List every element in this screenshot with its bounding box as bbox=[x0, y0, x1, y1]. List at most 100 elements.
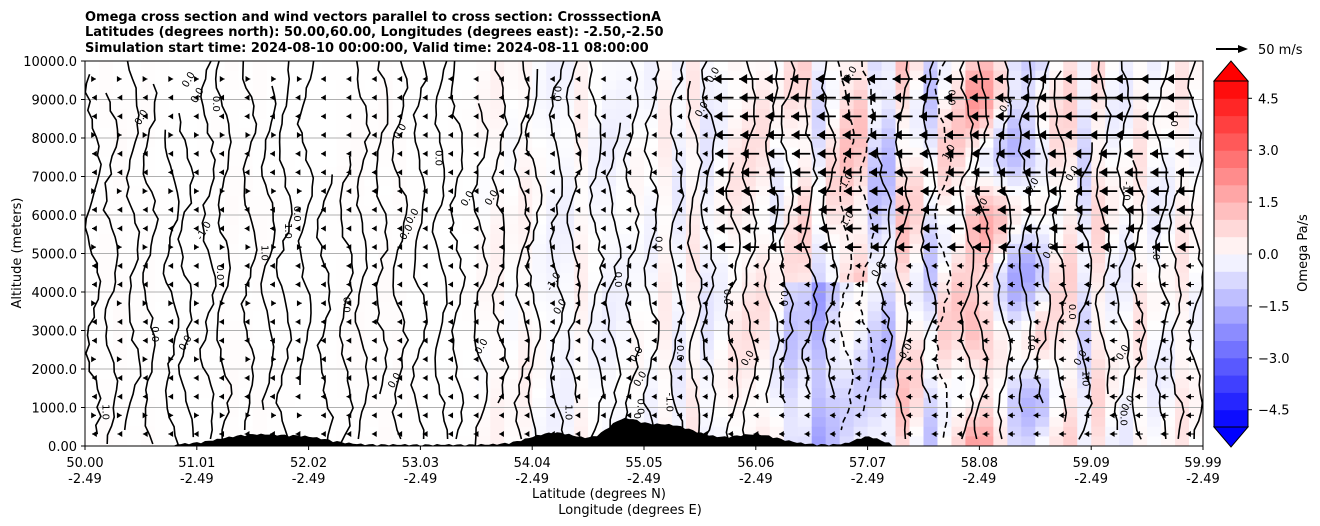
wind-vector-head bbox=[550, 412, 555, 419]
field-cell bbox=[853, 89, 869, 101]
field-cell bbox=[1147, 282, 1162, 293]
field-cell bbox=[252, 330, 268, 341]
field-cell bbox=[448, 61, 463, 72]
field-cell bbox=[378, 61, 394, 72]
field-cell bbox=[322, 166, 338, 178]
field-cell bbox=[560, 70, 575, 81]
field-cell bbox=[644, 282, 659, 293]
field-cell bbox=[644, 369, 659, 380]
field-cell bbox=[1119, 426, 1134, 437]
field-cell bbox=[588, 166, 603, 178]
wind-vector-head bbox=[842, 111, 851, 122]
field-cell bbox=[1049, 272, 1064, 283]
field-cell bbox=[644, 349, 659, 360]
wind-vector-head bbox=[651, 262, 657, 269]
field-cell bbox=[1133, 243, 1148, 255]
field-cell bbox=[853, 253, 869, 264]
field-cell bbox=[1035, 378, 1050, 389]
field-cell bbox=[1007, 436, 1022, 446]
field-cell bbox=[909, 215, 925, 226]
field-cell bbox=[1021, 426, 1036, 437]
field-cell bbox=[1175, 234, 1190, 245]
field-cell bbox=[392, 253, 408, 264]
field-cell bbox=[965, 61, 980, 72]
field-cell bbox=[252, 224, 268, 235]
wind-vector-head bbox=[397, 412, 403, 419]
field-cell bbox=[266, 176, 282, 187]
field-cell bbox=[168, 359, 184, 370]
field-cell bbox=[1105, 397, 1120, 409]
field-cell bbox=[112, 340, 128, 351]
field-cell bbox=[378, 388, 394, 399]
field-cell bbox=[140, 186, 156, 197]
field-cell bbox=[504, 378, 519, 389]
field-cell bbox=[1035, 224, 1050, 235]
field-cell bbox=[1161, 282, 1176, 293]
wind-vector-head bbox=[845, 242, 854, 253]
wind-vector-head bbox=[892, 74, 901, 84]
field-cell bbox=[588, 205, 603, 216]
field-cell bbox=[378, 320, 394, 332]
wind-vector-head bbox=[869, 167, 878, 178]
field-cell bbox=[699, 417, 715, 428]
field-cell bbox=[252, 99, 268, 110]
field-cell bbox=[378, 311, 394, 322]
contour-label: 0.0 bbox=[341, 297, 352, 313]
field-cell bbox=[420, 263, 435, 274]
field-cell bbox=[783, 349, 799, 360]
wind-vector-head bbox=[448, 318, 454, 325]
field-cell bbox=[252, 89, 268, 101]
field-cell bbox=[630, 109, 645, 120]
field-cell bbox=[965, 157, 980, 168]
field-cell bbox=[280, 301, 296, 312]
field-cell bbox=[853, 320, 869, 332]
wind-vector-head bbox=[906, 281, 912, 288]
field-cell bbox=[630, 166, 645, 178]
field-cell bbox=[85, 263, 100, 274]
field-cell bbox=[1035, 436, 1050, 446]
field-cell bbox=[783, 369, 799, 380]
field-cell bbox=[210, 263, 226, 274]
field-cell bbox=[504, 234, 519, 245]
wind-vector-head bbox=[550, 244, 555, 251]
field-cell bbox=[951, 243, 967, 255]
field-cell bbox=[434, 292, 449, 303]
field-cell bbox=[657, 157, 673, 168]
field-cell bbox=[364, 397, 380, 409]
field-cell bbox=[699, 301, 715, 312]
wind-vector-head bbox=[626, 300, 632, 307]
field-cell bbox=[741, 89, 757, 101]
field-cell bbox=[392, 320, 408, 332]
field-cell bbox=[504, 311, 519, 322]
field-cell bbox=[699, 99, 715, 110]
field-cell bbox=[671, 388, 687, 399]
field-cell bbox=[797, 426, 813, 437]
field-cell bbox=[1007, 234, 1022, 245]
field-cell bbox=[112, 215, 128, 226]
field-cell bbox=[462, 61, 477, 72]
field-cell bbox=[1105, 215, 1120, 226]
wind-vector-head bbox=[1125, 186, 1134, 197]
wind-vector-head bbox=[957, 374, 962, 381]
field-cell bbox=[685, 118, 701, 129]
wind-vector-head bbox=[321, 300, 326, 307]
field-cell bbox=[406, 138, 421, 149]
field-cell bbox=[182, 215, 198, 226]
field-cell bbox=[1147, 417, 1162, 428]
field-cell bbox=[168, 166, 184, 178]
field-cell bbox=[294, 320, 310, 332]
field-cell bbox=[741, 349, 757, 360]
field-cell bbox=[867, 388, 883, 399]
field-cell bbox=[224, 292, 240, 303]
field-cell bbox=[98, 292, 114, 303]
field-cell bbox=[881, 426, 897, 437]
field-cell bbox=[811, 253, 827, 264]
field-cell bbox=[1161, 99, 1176, 110]
field-cell bbox=[867, 311, 883, 322]
wind-vector-head bbox=[270, 94, 275, 101]
field-cell bbox=[532, 349, 547, 360]
field-cell bbox=[350, 417, 366, 428]
field-cell bbox=[182, 426, 198, 437]
field-cell bbox=[1175, 292, 1190, 303]
wind-vector-head bbox=[994, 74, 1003, 84]
